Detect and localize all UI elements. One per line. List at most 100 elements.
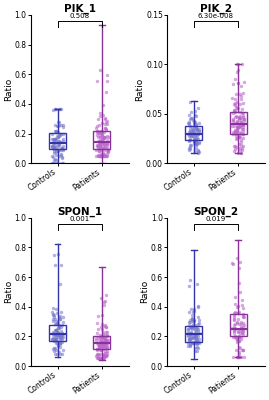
Point <box>57 335 62 342</box>
Point <box>100 340 104 346</box>
Point <box>236 105 240 111</box>
Point <box>196 105 201 111</box>
Point <box>55 318 60 325</box>
Point <box>240 90 245 96</box>
Point <box>195 150 200 156</box>
Point <box>54 347 58 354</box>
Point <box>104 340 109 347</box>
Point <box>100 130 104 136</box>
Point <box>102 302 107 308</box>
Point <box>192 333 196 339</box>
Point <box>238 91 243 97</box>
Point <box>235 336 239 343</box>
Point <box>194 144 198 151</box>
Point <box>95 352 99 358</box>
Point <box>233 294 237 300</box>
Point <box>235 124 239 130</box>
Point <box>56 142 61 148</box>
Point <box>235 130 239 136</box>
Point <box>100 153 104 160</box>
Point <box>51 142 55 149</box>
Point <box>94 337 98 344</box>
Point <box>187 131 192 138</box>
Point <box>188 334 192 341</box>
Point <box>236 310 240 316</box>
Point <box>192 324 196 330</box>
Point <box>55 340 59 347</box>
Point <box>194 142 198 148</box>
Point <box>98 332 102 338</box>
Point <box>56 330 60 336</box>
Point <box>97 344 101 350</box>
Point <box>233 131 238 138</box>
Point <box>54 337 58 343</box>
Point <box>56 138 61 144</box>
Point <box>105 121 109 128</box>
Point <box>194 327 199 334</box>
Point <box>53 320 57 327</box>
Point <box>55 128 60 135</box>
Point <box>189 315 194 322</box>
Point <box>196 147 200 153</box>
Point <box>59 335 64 342</box>
Point <box>190 325 194 332</box>
Point <box>55 320 59 326</box>
Point <box>192 330 196 337</box>
Point <box>105 137 109 144</box>
Point <box>53 156 57 162</box>
Point <box>240 145 244 151</box>
Point <box>101 340 106 346</box>
Point <box>194 124 199 130</box>
Point <box>192 138 196 144</box>
Point <box>53 136 57 142</box>
Point <box>56 329 60 336</box>
Point <box>239 354 243 360</box>
Point <box>102 120 107 127</box>
Point <box>97 138 101 145</box>
Point <box>56 130 61 137</box>
Point <box>192 137 196 144</box>
Point <box>242 118 246 125</box>
Point <box>187 144 192 150</box>
Point <box>56 123 60 129</box>
Point <box>58 340 62 347</box>
Point <box>192 317 196 324</box>
Point <box>238 327 242 334</box>
Point <box>50 336 54 342</box>
Point <box>102 152 106 158</box>
Point <box>191 133 196 139</box>
Point <box>231 334 235 340</box>
Point <box>54 143 58 150</box>
Point <box>197 148 201 155</box>
Point <box>236 354 240 360</box>
Point <box>193 131 197 137</box>
Point <box>99 129 104 135</box>
Point <box>192 129 196 136</box>
Point <box>234 113 239 120</box>
Point <box>237 338 241 344</box>
Point <box>94 335 99 341</box>
Point <box>96 350 100 357</box>
Point <box>98 334 102 340</box>
Point <box>186 326 190 332</box>
Point <box>235 124 240 131</box>
Point <box>233 326 238 332</box>
Point <box>51 312 55 318</box>
Point <box>59 160 64 166</box>
Point <box>102 141 107 147</box>
Point <box>241 122 245 128</box>
Point <box>100 339 104 345</box>
Point <box>98 140 103 146</box>
Point <box>58 106 63 112</box>
Point <box>98 140 102 146</box>
Bar <box>94 336 110 349</box>
Point <box>241 314 245 320</box>
Point <box>100 338 105 345</box>
Point <box>105 350 109 356</box>
Point <box>101 136 105 142</box>
Point <box>233 321 237 327</box>
Point <box>235 128 239 134</box>
Point <box>192 119 197 126</box>
Point <box>241 130 246 137</box>
Point <box>57 153 61 159</box>
